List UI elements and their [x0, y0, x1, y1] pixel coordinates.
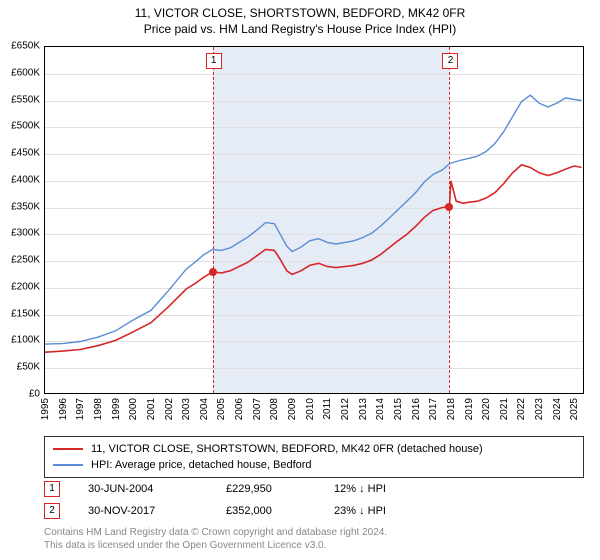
sale-dot [445, 203, 453, 211]
x-tick-label: 1997 [79, 376, 90, 398]
footer: Contains HM Land Registry data © Crown c… [44, 526, 387, 552]
title-sub: Price paid vs. HM Land Registry's House … [0, 22, 600, 36]
x-tick-label: 2011 [326, 376, 337, 398]
x-tick-label: 1995 [44, 376, 55, 398]
sale-dot [209, 268, 217, 276]
x-tick-label: 2018 [450, 376, 461, 398]
legend-row-hpi: HPI: Average price, detached house, Bedf… [53, 457, 575, 473]
footer-line: Contains HM Land Registry data © Crown c… [44, 526, 387, 539]
sale-marker-badge: 2 [44, 503, 60, 519]
x-tick-label: 2008 [273, 376, 284, 398]
legend-swatch-hpi [53, 464, 83, 466]
legend-label-hpi: HPI: Average price, detached house, Bedf… [91, 457, 312, 473]
y-tick-label: £150K [0, 308, 40, 319]
legend-swatch-property [53, 448, 83, 450]
sale-row: 2 30-NOV-2017 £352,000 23% ↓ HPI [44, 500, 584, 522]
x-tick-label: 2005 [220, 376, 231, 398]
x-tick-label: 2010 [309, 376, 320, 398]
plot-area: 12 [44, 46, 584, 394]
footer-line: This data is licensed under the Open Gov… [44, 539, 387, 552]
chart-area: 12 [44, 46, 584, 394]
series-hpi [45, 95, 582, 344]
sale-price: £229,950 [226, 483, 306, 495]
title-main: 11, VICTOR CLOSE, SHORTSTOWN, BEDFORD, M… [0, 6, 600, 20]
legend: 11, VICTOR CLOSE, SHORTSTOWN, BEDFORD, M… [44, 436, 584, 478]
x-tick-label: 2025 [573, 376, 584, 398]
x-tick-label: 2009 [291, 376, 302, 398]
sale-price: £352,000 [226, 505, 306, 517]
x-tick-label: 2000 [132, 376, 143, 398]
x-tick-label: 2023 [538, 376, 549, 398]
x-tick-label: 2002 [168, 376, 179, 398]
y-tick-label: £100K [0, 335, 40, 346]
y-tick-label: £50K [0, 362, 40, 373]
x-tick-label: 2019 [468, 376, 479, 398]
y-tick-label: £550K [0, 94, 40, 105]
x-tick-label: 1999 [115, 376, 126, 398]
sale-marker-badge: 1 [44, 481, 60, 497]
y-tick-label: £250K [0, 255, 40, 266]
x-tick-label: 2012 [344, 376, 355, 398]
x-tick-label: 2020 [485, 376, 496, 398]
x-tick-label: 1998 [97, 376, 108, 398]
x-tick-label: 2004 [203, 376, 214, 398]
sale-row: 1 30-JUN-2004 £229,950 12% ↓ HPI [44, 478, 584, 500]
y-tick-label: £600K [0, 67, 40, 78]
sale-delta: 23% ↓ HPI [334, 505, 386, 517]
chart-container: 11, VICTOR CLOSE, SHORTSTOWN, BEDFORD, M… [0, 0, 600, 560]
y-tick-label: £350K [0, 201, 40, 212]
sale-date: 30-JUN-2004 [88, 483, 198, 495]
x-tick-label: 2021 [503, 376, 514, 398]
x-tick-label: 2003 [185, 376, 196, 398]
x-tick-label: 2007 [256, 376, 267, 398]
x-tick-label: 2006 [238, 376, 249, 398]
y-tick-label: £400K [0, 174, 40, 185]
title-block: 11, VICTOR CLOSE, SHORTSTOWN, BEDFORD, M… [0, 0, 600, 36]
sale-delta: 12% ↓ HPI [334, 483, 386, 495]
x-tick-label: 1996 [62, 376, 73, 398]
legend-label-property: 11, VICTOR CLOSE, SHORTSTOWN, BEDFORD, M… [91, 441, 483, 457]
x-tick-label: 2017 [432, 376, 443, 398]
sales-table: 1 30-JUN-2004 £229,950 12% ↓ HPI 2 30-NO… [44, 478, 584, 522]
y-tick-label: £200K [0, 281, 40, 292]
x-tick-label: 2024 [556, 376, 567, 398]
y-tick-label: £500K [0, 121, 40, 132]
x-tick-label: 2015 [397, 376, 408, 398]
x-tick-label: 2014 [379, 376, 390, 398]
x-tick-label: 2001 [150, 376, 161, 398]
x-tick-label: 2013 [362, 376, 373, 398]
y-tick-label: £450K [0, 148, 40, 159]
legend-row-property: 11, VICTOR CLOSE, SHORTSTOWN, BEDFORD, M… [53, 441, 575, 457]
x-tick-label: 2022 [520, 376, 531, 398]
x-tick-label: 2016 [415, 376, 426, 398]
sale-date: 30-NOV-2017 [88, 505, 198, 517]
y-tick-label: £650K [0, 41, 40, 52]
y-tick-label: £300K [0, 228, 40, 239]
y-tick-label: £0 [0, 389, 40, 400]
